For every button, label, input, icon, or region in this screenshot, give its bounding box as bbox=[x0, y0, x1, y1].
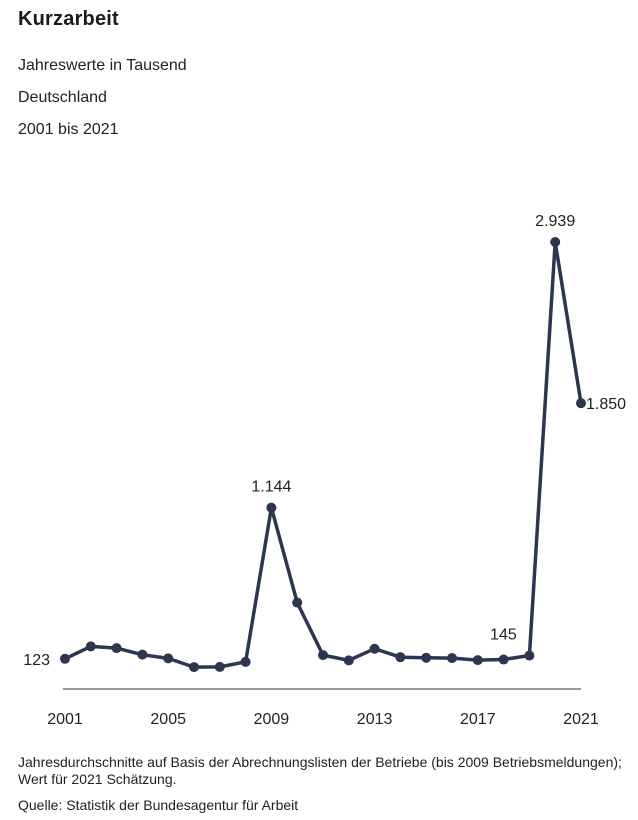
data-label-2009: 1.144 bbox=[251, 479, 291, 496]
data-label-2021: 1.850 bbox=[586, 396, 626, 413]
data-point-2019 bbox=[524, 650, 535, 661]
x-tick-label-2001: 2001 bbox=[47, 711, 83, 728]
data-point-2003 bbox=[111, 643, 122, 654]
data-point-2015 bbox=[421, 652, 432, 663]
x-tick-label-2021: 2021 bbox=[563, 711, 599, 728]
data-point-2006 bbox=[189, 662, 199, 673]
data-point-2007 bbox=[214, 661, 225, 672]
data-point-2009 bbox=[266, 502, 277, 513]
data-label-2001: 123 bbox=[23, 652, 50, 669]
x-tick-label-2009: 2009 bbox=[254, 711, 290, 728]
data-point-2005 bbox=[163, 653, 174, 664]
x-tick-label-2017: 2017 bbox=[460, 711, 496, 728]
chart-title: Kurzarbeit bbox=[18, 8, 119, 30]
data-point-2011 bbox=[318, 650, 328, 661]
x-tick-label-2013: 2013 bbox=[357, 711, 393, 728]
chart-subtitle-period: 2001 bis 2021 bbox=[18, 121, 119, 138]
data-point-2017 bbox=[472, 655, 483, 666]
data-point-2016 bbox=[447, 653, 457, 664]
data-point-2012 bbox=[343, 655, 354, 666]
data-point-2014 bbox=[395, 652, 406, 663]
data-labels: 123 1.144 145 2.939 1.850 bbox=[23, 213, 626, 669]
chart-footnote: Jahresdurchschnitte auf Basis der Abrech… bbox=[18, 754, 622, 787]
data-point-2001 bbox=[60, 653, 70, 664]
data-point-2010 bbox=[292, 597, 303, 608]
data-label-2019: 145 bbox=[490, 627, 517, 644]
data-label-2020: 2.939 bbox=[535, 213, 575, 230]
chart-subtitle-region: Deutschland bbox=[18, 89, 107, 106]
x-tick-label-2005: 2005 bbox=[150, 711, 186, 728]
data-point-2018 bbox=[498, 654, 509, 665]
data-point-2004 bbox=[137, 649, 148, 660]
data-points bbox=[60, 237, 586, 673]
data-point-2021 bbox=[576, 398, 586, 409]
x-axis-tick-labels: 2001 2005 2009 2013 2017 2021 bbox=[47, 711, 599, 728]
data-point-2013 bbox=[369, 643, 380, 654]
series-line-kurzarbeit bbox=[64, 240, 583, 669]
line-chart: 2001 2005 2009 2013 2017 2021 123 1.144 145 2.93… bbox=[23, 213, 626, 728]
chart-subtitle-unit: Jahreswerte in Tausend bbox=[18, 57, 187, 74]
data-point-2008 bbox=[240, 656, 251, 667]
data-point-2002 bbox=[85, 641, 96, 652]
chart-source: Quelle: Statistik der Bundesagentur für … bbox=[18, 797, 299, 813]
data-point-2020 bbox=[550, 237, 561, 247]
